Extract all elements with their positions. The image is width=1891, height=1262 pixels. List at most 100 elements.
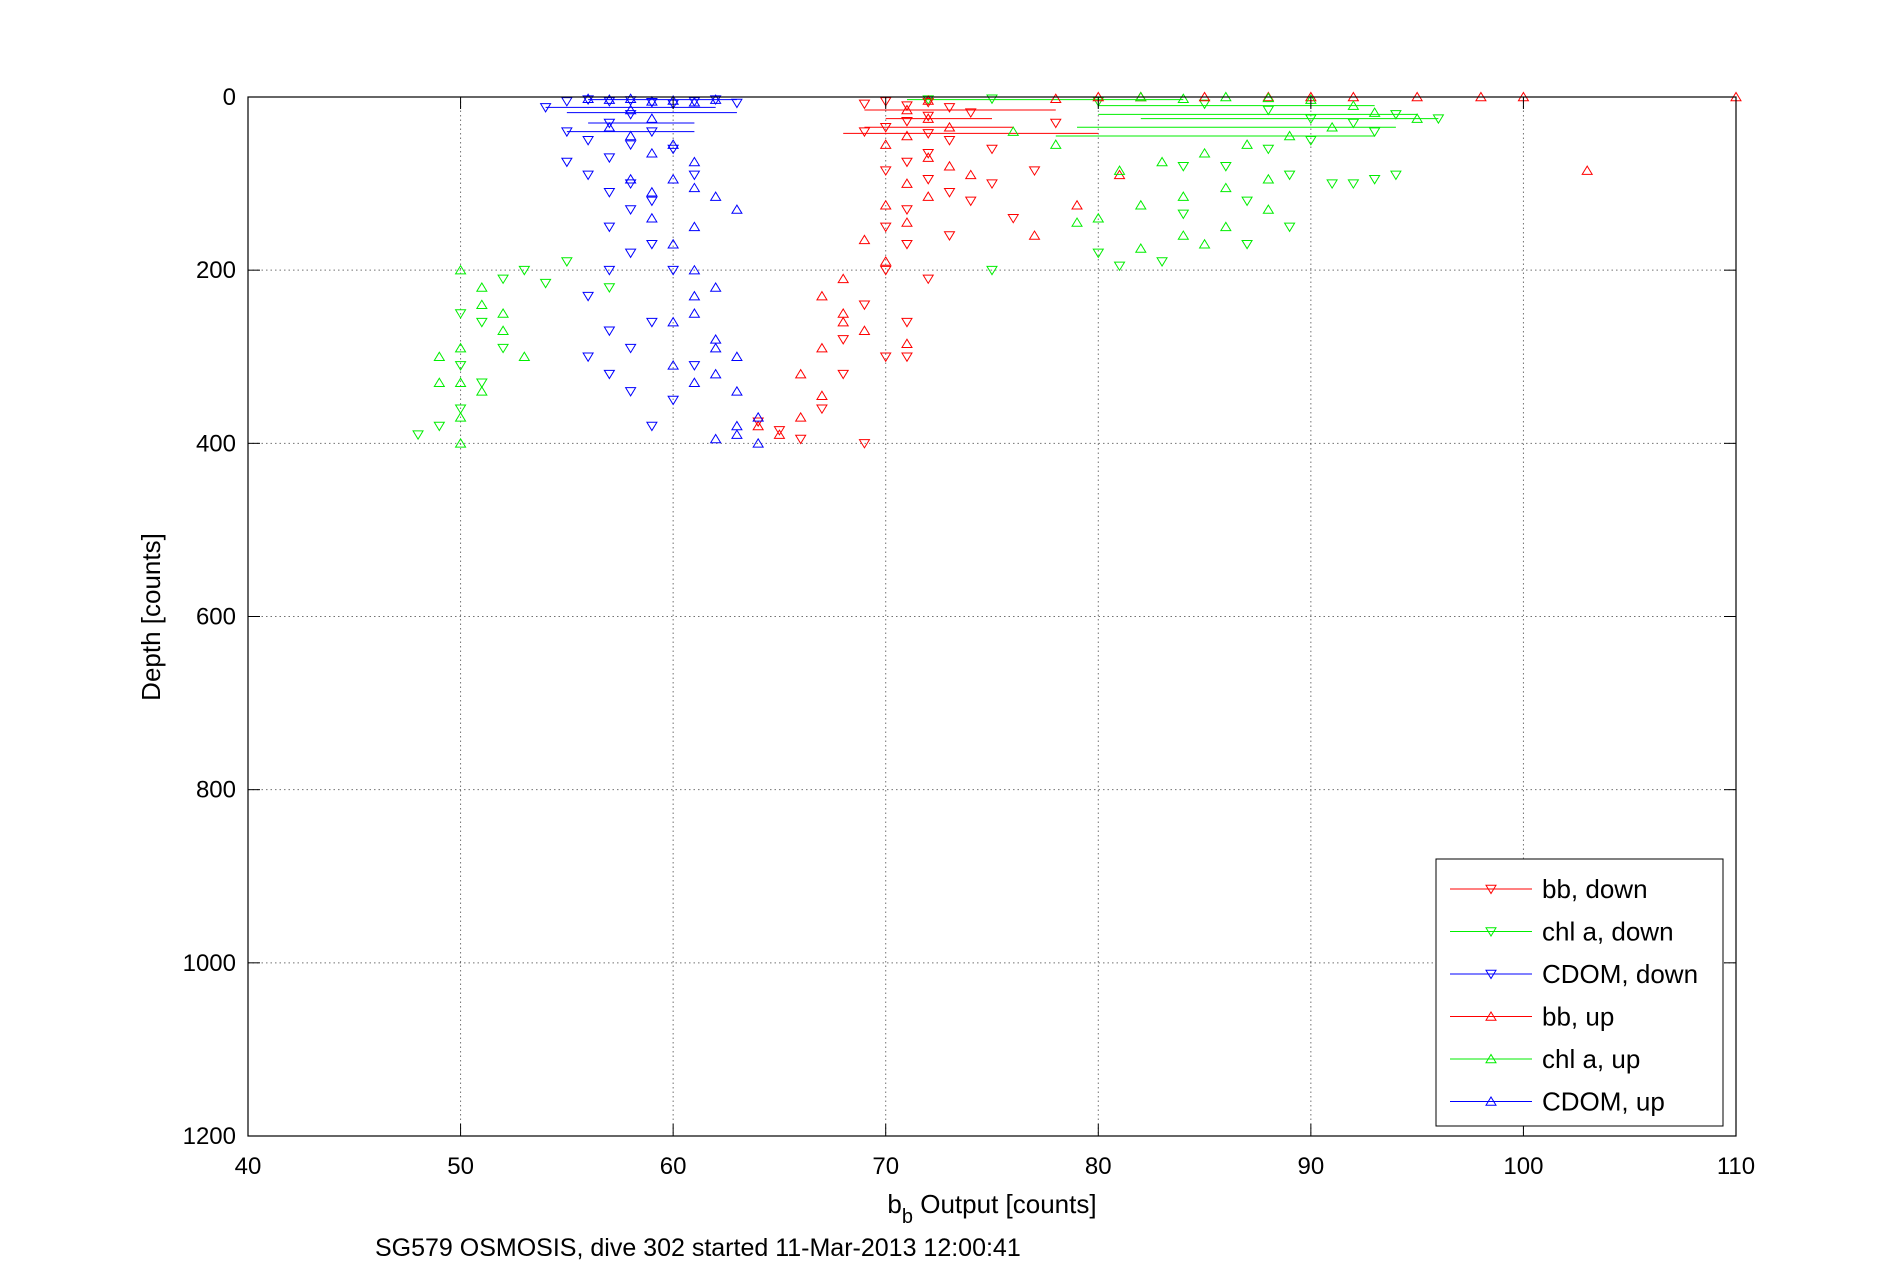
- data-point: [986, 144, 998, 155]
- data-point: [582, 352, 595, 363]
- y-tick-label: 200: [196, 257, 236, 284]
- x-tick-label: 50: [447, 1153, 474, 1180]
- data-point: [901, 130, 913, 141]
- data-point: [688, 221, 701, 232]
- legend-swatch-marker: [1485, 1053, 1497, 1064]
- data-point: [752, 420, 765, 431]
- data-point: [475, 385, 488, 396]
- tick-labels: 40 50 60 70 80 90 100 110 0 200 400 600 800 1000 1200: [183, 84, 1756, 1180]
- data-point: [1581, 165, 1594, 175]
- data-point: [603, 265, 616, 276]
- x-tick-label: 60: [660, 1153, 687, 1180]
- data-point: [837, 273, 850, 284]
- data-point: [433, 421, 446, 432]
- data-point: [752, 417, 765, 428]
- data-point: [667, 316, 680, 327]
- data-point: [816, 342, 828, 353]
- data-point: [879, 352, 892, 363]
- data-point: [879, 222, 892, 233]
- data-point: [1326, 179, 1339, 190]
- y-tick-label: 800: [196, 777, 236, 804]
- data-point: [433, 351, 446, 361]
- y-tick-label: 400: [196, 430, 236, 457]
- x-tick-label: 110: [1717, 1153, 1755, 1180]
- data-point: [731, 385, 743, 396]
- data-point: [475, 317, 488, 328]
- data-point: [645, 95, 658, 106]
- data-point: [922, 111, 935, 122]
- data-point: [1411, 113, 1424, 123]
- data-point: [667, 265, 680, 276]
- data-point: [922, 113, 935, 123]
- data-point: [901, 352, 913, 363]
- data-point: [497, 343, 509, 354]
- data-point: [624, 140, 637, 151]
- data-point: [943, 231, 956, 241]
- data-point: [560, 157, 573, 168]
- x-tick-label: 40: [235, 1153, 262, 1180]
- data-point: [1049, 118, 1062, 129]
- y-tick-label: 600: [196, 604, 236, 631]
- data-point: [1092, 212, 1105, 223]
- data-point: [879, 139, 892, 149]
- data-point: [964, 196, 977, 207]
- data-point: [624, 130, 637, 141]
- data-point: [1219, 221, 1232, 232]
- data-point: [752, 411, 765, 422]
- data-point: [624, 173, 637, 184]
- data-point: [518, 351, 531, 361]
- data-point: [454, 404, 467, 415]
- data-point: [1347, 179, 1360, 190]
- legend-entry-label: chl a, up: [1542, 1044, 1640, 1074]
- data-point: [964, 169, 977, 180]
- data-point: [645, 97, 658, 108]
- data-point: [1198, 238, 1211, 249]
- data-point: [1347, 100, 1360, 110]
- data-point: [943, 160, 956, 171]
- legend-swatch-marker: [1485, 927, 1497, 937]
- data-point: [603, 118, 616, 129]
- data-point: [964, 108, 977, 119]
- data-point: [1198, 147, 1211, 158]
- data-point: [688, 156, 701, 167]
- data-point: [709, 282, 722, 292]
- data-point: [709, 191, 722, 201]
- data-point: [879, 265, 892, 276]
- data-point: [475, 378, 488, 389]
- data-point: [603, 153, 616, 164]
- data-point: [688, 264, 701, 275]
- data-point: [454, 411, 467, 422]
- data-point: [731, 98, 743, 109]
- data-point: [709, 342, 722, 353]
- legend-box: [1435, 858, 1724, 1127]
- legend-swatch-marker: [1485, 884, 1497, 895]
- data-point: [858, 300, 871, 311]
- data-point: [497, 274, 509, 285]
- y-tick-label: 1200: [183, 1123, 236, 1150]
- data-point: [645, 212, 658, 223]
- data-point: [943, 136, 956, 146]
- legend-entry-label: CDOM, down: [1542, 959, 1698, 989]
- data-point: [688, 170, 701, 181]
- x-tick-label: 70: [872, 1153, 899, 1180]
- legend-swatch-marker: [1485, 969, 1497, 980]
- y-tick-label: 1000: [183, 950, 236, 977]
- data-point: [1241, 239, 1253, 250]
- data-point: [794, 411, 807, 422]
- data-point: [1368, 127, 1381, 138]
- x-tick-label: 100: [1503, 1153, 1543, 1180]
- data-point: [752, 437, 765, 448]
- data-point: [858, 234, 871, 245]
- data-point: [1283, 222, 1296, 233]
- data-point: [454, 309, 467, 319]
- data-point: [667, 395, 680, 406]
- data-point: [1177, 93, 1190, 103]
- data-point: [667, 359, 680, 370]
- data-point: [645, 239, 658, 250]
- data-point: [1177, 191, 1190, 201]
- y-tick-label: 0: [223, 84, 236, 111]
- data-point: [475, 299, 488, 310]
- data-point: [773, 429, 786, 439]
- data-point: [1389, 110, 1402, 120]
- data-point: [1368, 175, 1381, 185]
